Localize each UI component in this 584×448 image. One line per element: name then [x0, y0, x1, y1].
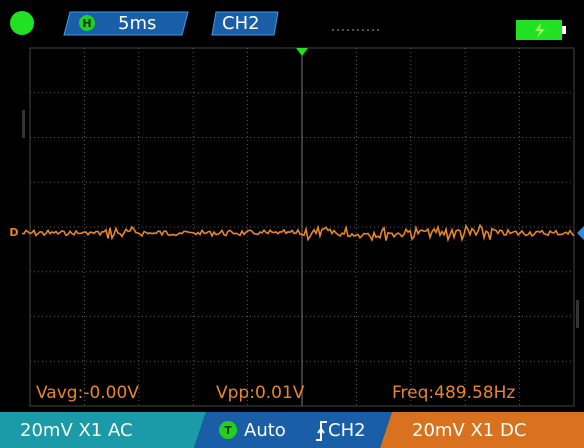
- trigger-mode: Auto: [244, 420, 286, 441]
- timebase-badge: H: [82, 17, 91, 30]
- ch2-tab: [380, 412, 584, 448]
- timebase-badge-bg: [79, 15, 95, 31]
- freq: Freq:489.58Hz: [392, 383, 515, 403]
- ch1-tab: [0, 412, 206, 448]
- vpp: Vpp:0.01V: [216, 383, 305, 403]
- trigger-badge: T: [224, 424, 232, 437]
- side-tab: [22, 110, 25, 138]
- vavg: Vavg:-0.00V: [36, 383, 139, 403]
- timebase: 5ms: [118, 13, 156, 34]
- trigger-edge-icon: [316, 421, 327, 441]
- trigger-position-marker: [296, 48, 308, 56]
- charging-icon: [535, 23, 545, 38]
- channel-marker: D: [9, 226, 18, 239]
- trigger-source: CH2: [328, 420, 366, 441]
- trigger-badge-bg: [219, 421, 237, 439]
- side-tab: [576, 300, 579, 328]
- ch2: 20mV X1 DC: [412, 420, 526, 441]
- trigger-tab: [194, 412, 392, 448]
- battery-tip: [562, 26, 566, 34]
- trigger-level-marker: [577, 226, 584, 240]
- channel: CH2: [222, 13, 260, 34]
- channel-tab: [211, 11, 279, 36]
- ch1: 20mV X1 AC: [20, 420, 133, 441]
- run-indicator: [10, 11, 34, 35]
- timebase-tab: [63, 11, 189, 36]
- waveform: [22, 223, 575, 243]
